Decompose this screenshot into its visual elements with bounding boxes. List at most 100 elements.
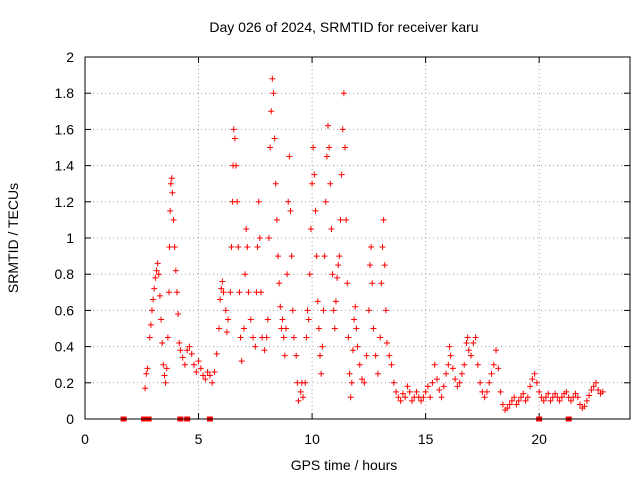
data-point	[163, 365, 170, 372]
data-point	[279, 316, 286, 323]
data-point	[268, 108, 275, 115]
data-point	[255, 198, 262, 205]
data-point	[436, 387, 443, 394]
data-point	[406, 388, 413, 395]
data-point	[176, 339, 183, 346]
data-point	[267, 144, 274, 151]
data-point	[454, 383, 461, 390]
data-point	[331, 325, 338, 332]
data-point	[361, 379, 368, 386]
data-point	[300, 394, 306, 401]
data-point	[148, 307, 155, 314]
data-point	[332, 298, 339, 305]
x-axis-label: GPS time / hours	[291, 457, 398, 473]
data-point	[384, 339, 391, 346]
data-point	[493, 347, 500, 354]
data-point	[158, 316, 165, 323]
data-point	[558, 394, 565, 401]
data-point	[315, 325, 322, 332]
data-point	[393, 388, 400, 395]
data-point	[326, 144, 333, 151]
y-tick-label: 1.4	[55, 158, 75, 174]
data-point	[348, 379, 355, 386]
data-point	[264, 316, 271, 323]
data-point	[378, 280, 385, 287]
data-point	[374, 370, 381, 377]
y-tick-label: 0.6	[55, 302, 75, 318]
data-point	[379, 244, 386, 251]
data-point	[349, 347, 356, 354]
data-point	[334, 274, 341, 281]
data-point	[150, 296, 157, 303]
data-point	[172, 267, 179, 274]
data-points	[120, 75, 606, 422]
y-tick-label: 0.8	[55, 266, 75, 282]
data-point	[304, 307, 311, 314]
data-point	[270, 90, 277, 97]
data-point	[511, 394, 518, 401]
data-point	[219, 278, 226, 285]
data-point	[293, 352, 300, 359]
axis-ticks: 00.20.40.60.811.21.41.61.820 5 10 15 20	[55, 49, 630, 447]
data-point	[340, 90, 347, 97]
data-point	[337, 216, 344, 223]
data-point	[474, 361, 481, 368]
data-point	[365, 307, 372, 314]
data-point	[231, 135, 238, 142]
data-point	[275, 253, 282, 260]
data-point	[243, 225, 250, 232]
data-point	[307, 225, 314, 232]
data-point	[261, 347, 268, 354]
data-point	[397, 397, 404, 404]
data-point	[202, 376, 209, 383]
data-point	[271, 135, 278, 142]
data-point	[353, 325, 360, 332]
data-point	[186, 343, 193, 350]
data-point	[306, 271, 313, 278]
data-point	[368, 244, 375, 251]
data-point	[204, 368, 211, 375]
data-point	[483, 388, 490, 395]
data-point	[545, 390, 552, 397]
data-point	[443, 370, 450, 377]
data-point	[490, 361, 497, 368]
data-point	[209, 379, 216, 386]
data-point	[452, 376, 459, 383]
data-point	[336, 253, 343, 260]
data-point	[433, 376, 440, 383]
data-point	[354, 343, 361, 350]
data-point	[347, 394, 354, 401]
data-point	[218, 285, 225, 292]
data-point	[540, 397, 547, 404]
data-point	[193, 368, 200, 375]
data-point	[390, 379, 397, 386]
data-point	[556, 397, 563, 404]
data-point	[590, 383, 597, 390]
data-point	[461, 361, 468, 368]
data-point	[402, 394, 409, 401]
data-point	[222, 307, 229, 314]
data-point	[345, 334, 352, 341]
data-point	[447, 352, 454, 359]
data-point	[552, 390, 559, 397]
data-point	[446, 343, 453, 350]
data-point	[458, 370, 465, 377]
data-point	[352, 303, 359, 310]
data-point	[515, 397, 522, 404]
data-point	[273, 216, 280, 223]
data-point	[200, 372, 207, 379]
data-point	[563, 388, 570, 395]
data-point	[427, 394, 434, 401]
data-point	[440, 383, 447, 390]
data-point	[328, 225, 335, 232]
data-point	[497, 388, 504, 395]
data-point	[166, 289, 173, 296]
data-point	[297, 388, 304, 395]
x-tick-label: 10	[304, 431, 320, 447]
data-point	[152, 274, 159, 281]
data-point	[302, 379, 309, 386]
data-point	[363, 352, 370, 359]
data-point	[311, 171, 318, 178]
data-point	[464, 334, 471, 341]
data-point	[429, 379, 436, 386]
